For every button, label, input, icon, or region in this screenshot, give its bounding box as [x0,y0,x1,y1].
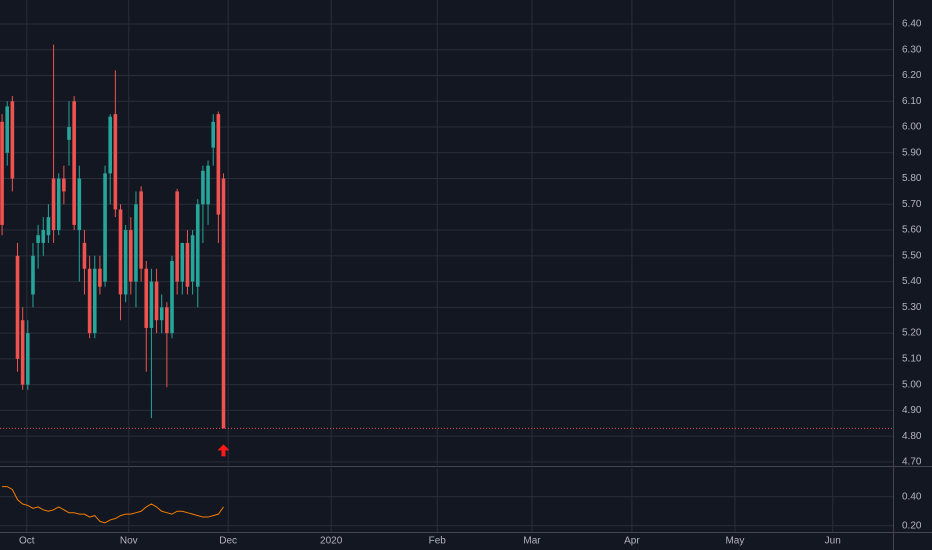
candle-body [20,320,25,385]
y-tick-label: 4.70 [902,457,922,468]
candle-body [123,230,128,295]
candle-body [154,281,159,321]
candle-body [26,333,30,385]
candle-body [159,307,164,321]
candle-body [36,235,40,243]
candle-body [118,209,123,295]
candle-body [134,204,138,282]
x-tick-label: Feb [429,536,447,547]
candle-body [195,204,200,287]
candle-body [15,255,20,359]
candle-body [170,260,174,334]
candle-body [51,178,56,231]
y-tick-label: 0.40 [902,491,922,502]
candle-body [77,178,82,231]
candle-body [72,101,76,225]
y-tick-label: 6.40 [902,19,922,30]
x-tick-label: Jun [825,536,841,547]
y-tick-label: 4.80 [902,431,922,442]
x-tick-label: Apr [624,536,640,547]
candle-body [139,191,143,269]
x-tick-label: Nov [120,536,138,547]
x-tick-label: Oct [19,536,35,547]
candle-body [62,178,66,192]
candle-body [175,191,179,282]
y-tick-label: 5.60 [902,225,922,236]
y-tick-label: 5.20 [902,328,922,339]
candle-body [165,307,169,334]
candle-body [129,230,133,282]
candle-body [82,242,87,269]
candle-body [41,230,46,243]
x-tick-label: May [725,536,744,547]
candle-body [0,121,4,225]
candle-body [221,178,226,429]
y-tick-label: 6.30 [902,44,922,55]
y-tick-label: 5.80 [902,173,922,184]
candle-body [46,217,51,236]
y-tick-label: 5.00 [902,379,922,390]
candle-body [108,116,113,174]
candle-body [31,255,35,295]
candle-body [5,106,10,153]
candle-body [98,268,102,287]
y-tick-label: 5.50 [902,250,922,261]
y-tick-label: 5.90 [902,147,922,158]
candle-body [206,165,210,205]
indicator-line [2,486,224,524]
signal-arrow [217,444,230,457]
y-tick-label: 6.20 [902,70,922,81]
y-tick-label: 5.30 [902,302,922,313]
candle-body [185,242,190,287]
candle-body [201,170,205,205]
x-tick-label: Dec [219,536,237,547]
x-tick-label: 2020 [320,536,343,547]
candle-body [149,281,154,328]
candle-body [216,114,221,215]
y-tick-label: 0.20 [902,520,922,531]
candle-body [67,127,71,140]
candle-body [180,242,185,282]
candle-body [92,268,97,334]
candle-body [103,173,107,282]
candle-body [144,268,149,328]
x-tick-label: Mar [523,536,541,547]
candle-body [211,121,216,148]
y-tick-label: 6.10 [902,96,922,107]
y-tick-label: 5.40 [902,276,922,287]
candle-body [87,268,92,334]
candle-body [10,101,15,179]
y-tick-label: 4.90 [902,405,922,416]
candle-body [56,178,61,231]
y-tick-label: 5.10 [902,354,922,365]
candle-body [190,235,195,282]
y-tick-label: 5.70 [902,199,922,210]
candle-body [113,114,118,210]
y-tick-label: 6.00 [902,122,922,133]
